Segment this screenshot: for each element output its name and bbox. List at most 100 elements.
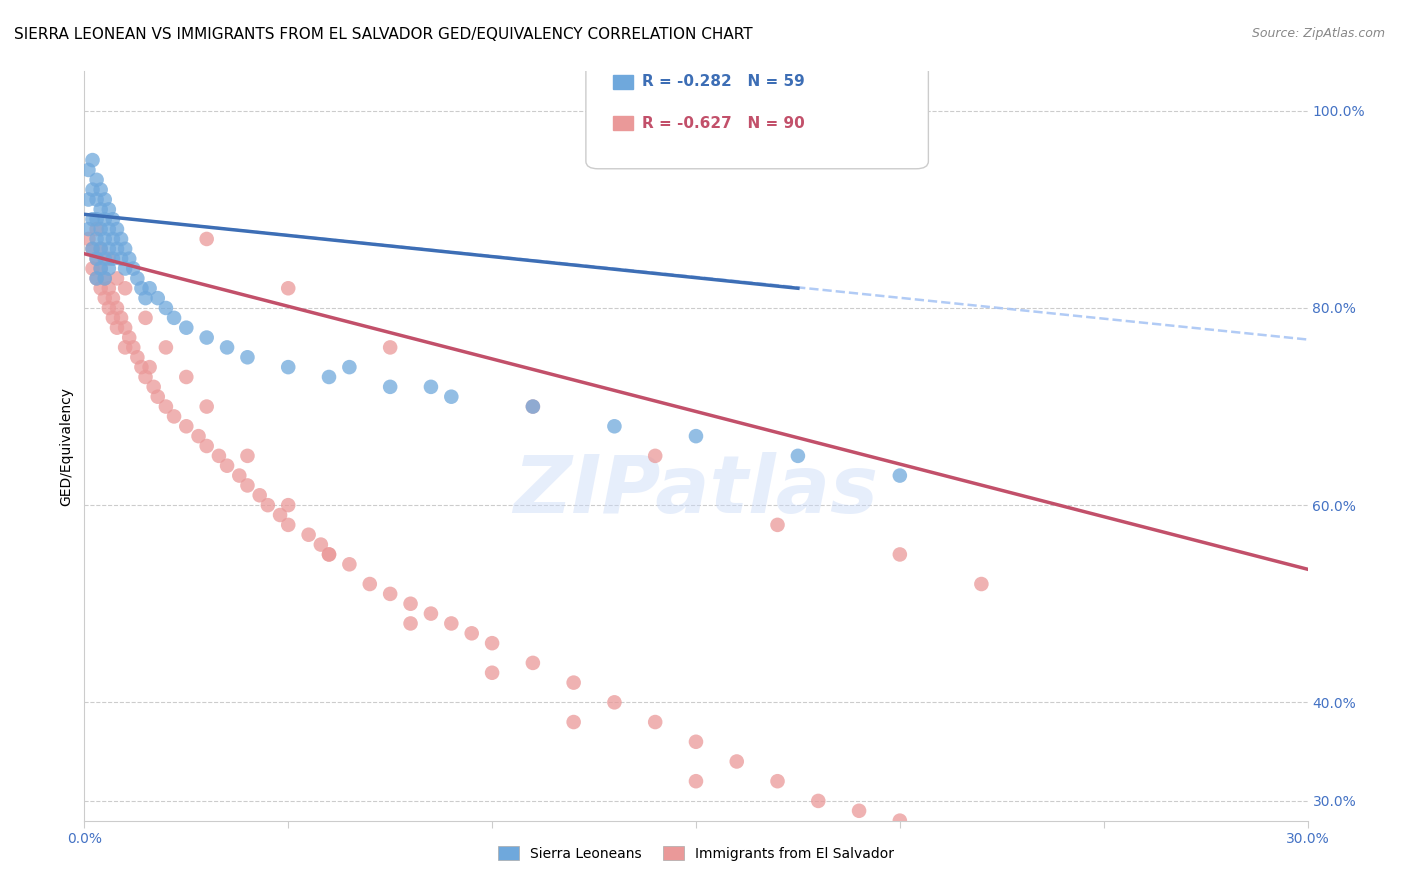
Point bbox=[90, 202, 112, 217]
Point bbox=[359, 577, 381, 591]
Point bbox=[807, 794, 830, 808]
Text: R = -0.627   N = 90: R = -0.627 N = 90 bbox=[643, 116, 806, 130]
Point bbox=[603, 695, 626, 709]
Point bbox=[277, 498, 299, 512]
Point bbox=[562, 675, 585, 690]
Point bbox=[82, 212, 104, 227]
Point bbox=[217, 340, 239, 354]
Text: ZIPatlas: ZIPatlas bbox=[513, 452, 879, 530]
Point bbox=[86, 271, 108, 285]
Point bbox=[725, 755, 748, 769]
Legend: Sierra Leoneans, Immigrants from El Salvador: Sierra Leoneans, Immigrants from El Salv… bbox=[492, 840, 900, 866]
Point bbox=[114, 320, 136, 334]
Point bbox=[174, 370, 197, 384]
Point bbox=[86, 193, 108, 207]
Point bbox=[217, 458, 239, 473]
Point bbox=[86, 222, 108, 236]
Point bbox=[174, 320, 197, 334]
Point bbox=[127, 351, 149, 365]
Point bbox=[122, 261, 145, 276]
Point bbox=[929, 823, 952, 838]
Y-axis label: GED/Equivalency: GED/Equivalency bbox=[59, 386, 73, 506]
Point bbox=[97, 281, 120, 295]
Point bbox=[122, 340, 145, 354]
Point bbox=[86, 212, 108, 227]
Point bbox=[86, 232, 108, 246]
Point bbox=[195, 232, 218, 246]
Point bbox=[889, 814, 911, 828]
Point bbox=[187, 429, 209, 443]
Point bbox=[146, 390, 169, 404]
Point bbox=[298, 527, 321, 541]
Point bbox=[86, 252, 108, 266]
Point bbox=[138, 360, 160, 375]
Point bbox=[101, 232, 124, 246]
Point bbox=[105, 271, 128, 285]
Point bbox=[889, 548, 911, 562]
Point bbox=[77, 193, 100, 207]
Point bbox=[155, 301, 177, 315]
Point bbox=[114, 340, 136, 354]
Point bbox=[86, 173, 108, 187]
Point bbox=[970, 577, 993, 591]
Point bbox=[603, 419, 626, 434]
Point bbox=[82, 153, 104, 167]
Text: Source: ZipAtlas.com: Source: ZipAtlas.com bbox=[1251, 27, 1385, 40]
Point bbox=[82, 242, 104, 256]
Point bbox=[208, 449, 231, 463]
Point bbox=[481, 665, 503, 680]
Point bbox=[93, 291, 115, 305]
Point bbox=[135, 370, 157, 384]
Point bbox=[318, 548, 340, 562]
Point bbox=[236, 478, 259, 492]
Point bbox=[339, 360, 361, 375]
Point bbox=[131, 281, 153, 295]
Point bbox=[135, 310, 157, 325]
Point bbox=[889, 468, 911, 483]
Point bbox=[146, 291, 169, 305]
Point bbox=[257, 498, 280, 512]
Point bbox=[105, 320, 128, 334]
Point bbox=[766, 517, 789, 532]
Point bbox=[82, 261, 104, 276]
Point bbox=[339, 558, 361, 572]
Point bbox=[318, 548, 340, 562]
Point bbox=[1011, 843, 1033, 857]
Point bbox=[93, 252, 115, 266]
Point bbox=[90, 281, 112, 295]
Point bbox=[86, 271, 108, 285]
Point bbox=[105, 222, 128, 236]
Point bbox=[131, 360, 153, 375]
Point bbox=[118, 252, 141, 266]
Point bbox=[163, 310, 186, 325]
Bar bbox=[613, 75, 633, 88]
Bar bbox=[613, 116, 633, 130]
Point bbox=[90, 242, 112, 256]
Point bbox=[155, 340, 177, 354]
Point bbox=[163, 409, 186, 424]
Point bbox=[399, 597, 422, 611]
Point bbox=[114, 261, 136, 276]
Point bbox=[118, 330, 141, 344]
Point bbox=[101, 291, 124, 305]
Point bbox=[277, 360, 299, 375]
Point bbox=[82, 183, 104, 197]
Point bbox=[318, 370, 340, 384]
Point bbox=[685, 429, 707, 443]
Point bbox=[236, 449, 259, 463]
Point bbox=[522, 400, 544, 414]
Point bbox=[685, 735, 707, 749]
Point bbox=[114, 242, 136, 256]
Point bbox=[110, 310, 132, 325]
Point bbox=[105, 242, 128, 256]
Point bbox=[522, 656, 544, 670]
Point bbox=[86, 252, 108, 266]
Point bbox=[1052, 853, 1074, 867]
Point bbox=[195, 400, 218, 414]
Point bbox=[82, 242, 104, 256]
Point bbox=[77, 163, 100, 178]
Text: SIERRA LEONEAN VS IMMIGRANTS FROM EL SALVADOR GED/EQUIVALENCY CORRELATION CHART: SIERRA LEONEAN VS IMMIGRANTS FROM EL SAL… bbox=[14, 27, 752, 42]
Point bbox=[90, 261, 112, 276]
Point bbox=[142, 380, 165, 394]
Text: R = -0.282   N = 59: R = -0.282 N = 59 bbox=[643, 74, 806, 89]
